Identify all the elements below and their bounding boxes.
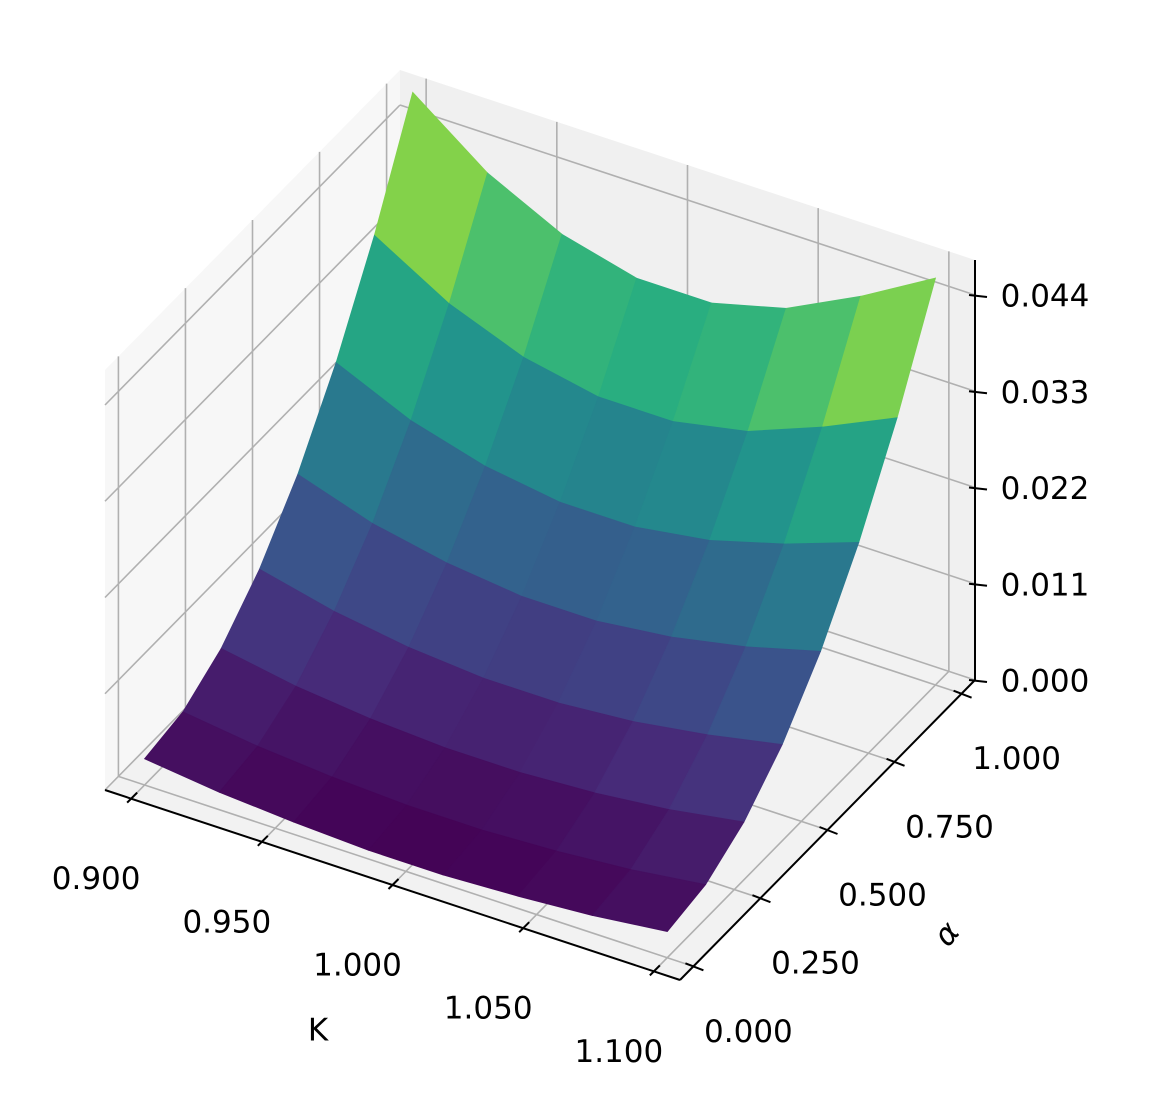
x-tick-label: 1.050	[444, 991, 533, 1027]
tick-mark	[518, 921, 530, 933]
tick-mark	[968, 486, 988, 491]
y-tick-label: 0.000	[704, 1014, 793, 1050]
tick-mark	[257, 835, 269, 847]
tick-mark	[968, 582, 988, 587]
tick-mark	[685, 962, 704, 972]
y-tick-label: 1.000	[972, 741, 1061, 777]
tick-mark	[953, 689, 972, 699]
x-axis-label: K	[308, 1013, 329, 1049]
x-axis	[104, 789, 681, 981]
y-tick-label: 0.250	[771, 946, 860, 982]
y-tick-label: 0.500	[838, 878, 927, 914]
tick-mark	[126, 791, 138, 804]
x-tick-label: 0.950	[182, 904, 271, 940]
y-tick-label: 0.750	[905, 809, 994, 845]
z-tick-label: 0.022	[1001, 471, 1090, 507]
tick-mark	[968, 390, 988, 395]
x-tick-label: 1.000	[313, 948, 402, 984]
x-tick-label: 1.100	[574, 1034, 663, 1070]
tick-mark	[819, 826, 838, 835]
z-tick-label: 0.011	[1001, 567, 1090, 603]
tick-mark	[968, 294, 988, 298]
y-axis-label: α	[926, 915, 967, 954]
grid-line	[104, 104, 401, 406]
grid-line	[118, 775, 694, 968]
tick-mark	[968, 679, 988, 683]
z-tick-label: 0.044	[1001, 279, 1090, 315]
tick-mark	[886, 757, 905, 767]
z-tick-label: 0.000	[1001, 664, 1090, 700]
tick-mark	[752, 894, 771, 904]
grid-line	[104, 200, 401, 502]
tick-mark	[387, 878, 400, 890]
surface-face	[591, 869, 707, 932]
grid-line	[399, 104, 976, 296]
tick-mark	[649, 964, 661, 977]
y-axis	[679, 679, 976, 981]
z-tick-label: 0.033	[1001, 375, 1090, 411]
x-tick-label: 0.900	[52, 861, 141, 897]
